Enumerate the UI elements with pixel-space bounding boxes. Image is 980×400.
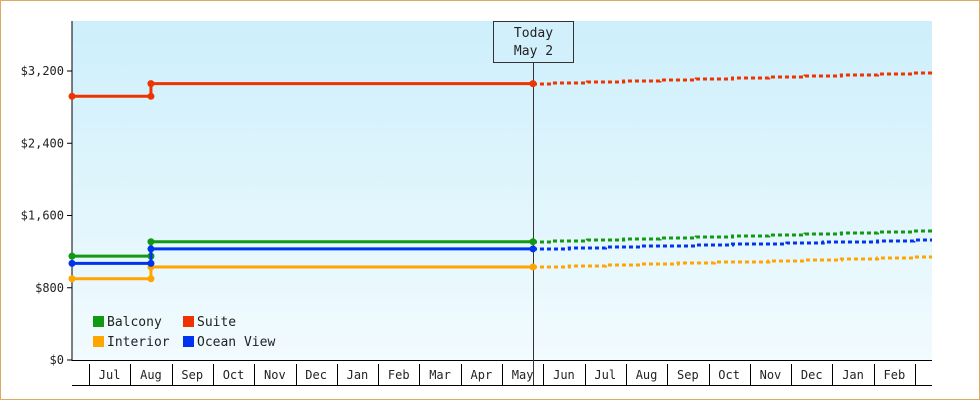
x-tick-label: Jul	[594, 368, 616, 382]
ocean-view-forecast-line	[532, 238, 932, 251]
suite-point	[147, 92, 155, 100]
legend-swatch-balcony	[93, 316, 104, 327]
x-tick-label: Nov	[760, 368, 782, 382]
interior-point	[68, 275, 76, 283]
balcony-point	[68, 252, 76, 260]
interior-point	[529, 263, 537, 271]
legend: Balcony Suite Interior Ocean View	[93, 315, 275, 350]
today-label-line1: Today	[514, 26, 553, 41]
suite-history-line	[72, 82, 533, 98]
series-layer	[68, 71, 932, 283]
y-axis-ticks: $0 $800 $1,600 $2,400 $3,200	[21, 64, 72, 367]
x-tick-label: Aug	[140, 368, 162, 382]
x-tick-label: Jun	[553, 368, 575, 382]
x-tick-label: Jan	[842, 368, 864, 382]
ocean-view-point	[147, 259, 155, 267]
today-label-line2: May 2	[514, 44, 553, 59]
legend-swatch-suite	[183, 316, 194, 327]
ocean-view-point	[529, 245, 537, 253]
legend-label-interior: Interior	[107, 335, 170, 350]
ocean-view-point	[147, 245, 155, 253]
y-tick-label: $2,400	[21, 136, 64, 150]
plot-area	[72, 21, 932, 360]
x-tick-label: May	[512, 368, 534, 382]
x-tick-label: Oct	[718, 368, 740, 382]
x-tick-label: Apr	[471, 368, 493, 382]
x-tick-label: Feb	[388, 368, 410, 382]
legend-label-suite: Suite	[197, 315, 236, 330]
legend-label-ocean-view: Ocean View	[197, 335, 275, 350]
balcony-point	[529, 238, 537, 246]
x-tick-label: Jul	[99, 368, 121, 382]
interior-forecast-line	[532, 255, 932, 269]
suite-point	[529, 80, 537, 88]
y-tick-label: $1,600	[21, 209, 64, 223]
today-marker: Today May 2	[493, 21, 574, 385]
y-tick-label: $3,200	[21, 64, 64, 78]
x-tick-label: Jan	[347, 368, 369, 382]
x-tick-label: Feb	[884, 368, 906, 382]
interior-point	[147, 275, 155, 283]
suite-point	[68, 92, 76, 100]
x-tick-label: Dec	[305, 368, 327, 382]
x-tick-label: Mar	[429, 368, 451, 382]
x-tick-label: Nov	[264, 368, 286, 382]
y-tick-label: $0	[50, 353, 64, 367]
y-tick-label: $800	[35, 281, 64, 295]
legend-swatch-interior	[93, 336, 104, 347]
ocean-view-point	[68, 259, 76, 267]
suite-forecast-line	[532, 71, 932, 86]
balcony-point	[147, 238, 155, 246]
legend-label-balcony: Balcony	[107, 315, 162, 330]
x-tick-label: Dec	[801, 368, 823, 382]
legend-swatch-ocean-view	[183, 336, 194, 347]
today-label-box	[493, 21, 574, 63]
x-tick-label: Aug	[636, 368, 658, 382]
ocean-view-history-line	[72, 247, 533, 265]
suite-point	[147, 80, 155, 88]
x-tick-label: Oct	[223, 368, 245, 382]
interior-history-line	[72, 265, 533, 281]
x-axis-ticks: Jul Aug Sep Oct Nov Dec Jan Feb Mar Apr May Jun Jul A…	[72, 364, 932, 386]
axes	[71, 21, 932, 361]
x-tick-label: Sep	[677, 368, 699, 382]
x-tick-label: Sep	[181, 368, 203, 382]
balcony-forecast-line	[532, 229, 932, 244]
